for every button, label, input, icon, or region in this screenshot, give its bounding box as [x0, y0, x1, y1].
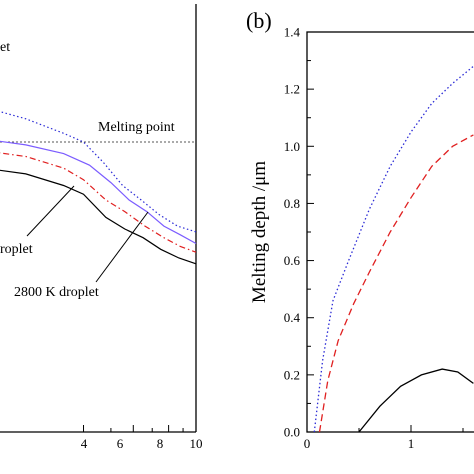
panel-a-xtick-label-3: 10: [190, 436, 203, 451]
panel-b-y-ticks: 0.0 0.2 0.4 0.6 0.8 1.0 1.2 1.4: [284, 25, 314, 440]
panel-b-xtick-label-1: 1: [408, 436, 415, 451]
panel-b-series: [313, 65, 474, 433]
droplet-fragment-label: roplet: [0, 242, 33, 257]
panel-a-xtick-label-2: 8: [157, 436, 164, 451]
panel-a-minor-ticks: [110, 428, 184, 432]
panel-b-series-line-2: [358, 368, 474, 433]
panel-b-ylabel: Melting depth /μm: [249, 161, 270, 303]
panel-b-xtick-label-0: 0: [304, 436, 311, 451]
panel-a-series-line-1: [0, 140, 197, 245]
panel-a-x-ticks: [83, 425, 197, 432]
leader-line-2: [95, 211, 149, 283]
panel-a-title-fragment: et: [0, 40, 10, 55]
panel-b-ytick-label-0: 0.0: [284, 425, 300, 440]
panel-b-label: (b): [246, 8, 272, 33]
panel-a-series: [0, 111, 197, 265]
panel-b-ytick-label-1: 0.2: [284, 367, 300, 382]
panel-b-series-line-1: [318, 134, 474, 433]
panel-b-ytick-label-6: 1.2: [284, 82, 300, 97]
panel-a: et Melting point roplet 2800 K droplet 4…: [0, 4, 203, 451]
droplet-2800-label: 2800 K droplet: [14, 285, 99, 300]
panel-a-xtick-label-0: 4: [81, 436, 88, 451]
panel-b-ytick-label-4: 0.8: [284, 196, 300, 211]
panel-b-ytick-label-5: 1.0: [284, 139, 300, 154]
leader-line-1: [26, 185, 75, 237]
panel-a-series-line-3: [0, 169, 197, 265]
panel-b-ytick-label-2: 0.4: [284, 310, 301, 325]
melting-point-label: Melting point: [98, 120, 175, 135]
panel-b-series-line-0: [313, 65, 474, 433]
panel-a-series-line-2: [0, 152, 197, 253]
panel-a-series-line-0: [0, 111, 197, 233]
panel-b-ytick-label-7: 1.4: [284, 25, 301, 40]
panel-a-xtick-label-1: 6: [117, 436, 124, 451]
panel-b-ytick-label-3: 0.6: [284, 253, 301, 268]
